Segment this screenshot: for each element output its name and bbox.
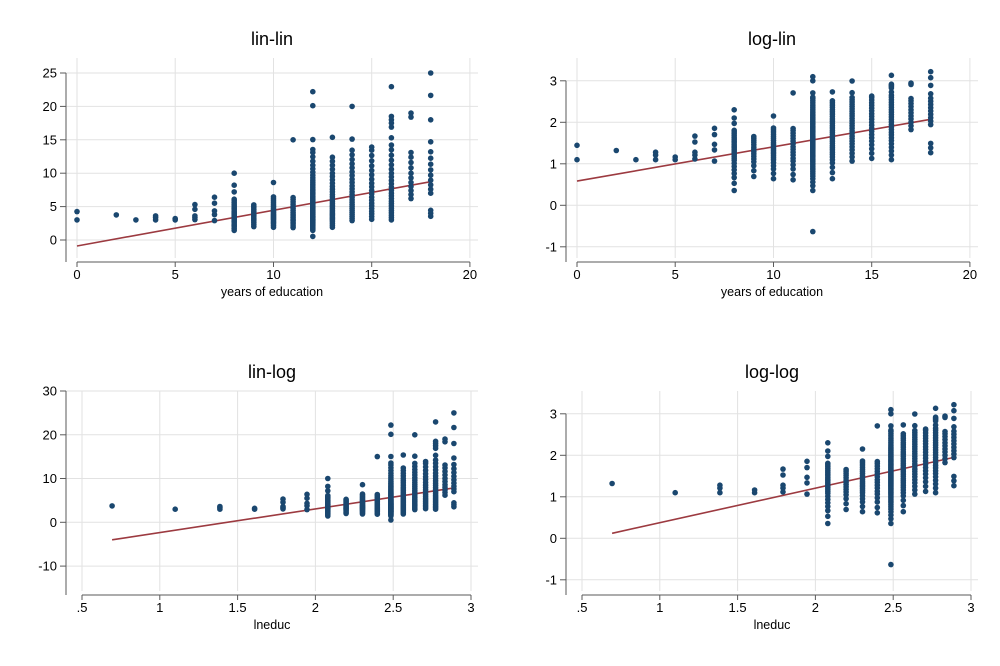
svg-text:10: 10: [266, 267, 280, 282]
x-axis-label: years of education: [220, 285, 324, 299]
svg-text:2: 2: [550, 448, 557, 463]
svg-text:20: 20: [963, 267, 977, 282]
panel-lin-log: .5 1 1.5 2 2.5 3 -10 0 10 20 30 lin-log lneduc: [0, 333, 500, 666]
svg-text:3: 3: [550, 406, 557, 421]
svg-text:15: 15: [43, 132, 57, 147]
panel-title: lin-lin: [250, 29, 293, 49]
svg-text:1.5: 1.5: [729, 600, 747, 615]
scatter-plot-lin-lin: 0 5 10 15 20 0 5 10 15 20 25: [43, 58, 478, 282]
svg-text:-1: -1: [545, 239, 557, 254]
svg-text:-10: -10: [38, 559, 57, 574]
svg-text:3: 3: [467, 600, 474, 615]
panel-title: log-log: [744, 362, 800, 382]
svg-text:20: 20: [43, 427, 57, 442]
svg-text:2: 2: [550, 115, 557, 130]
svg-text:2: 2: [312, 600, 319, 615]
svg-text:1: 1: [550, 156, 557, 171]
svg-text:2.5: 2.5: [884, 600, 902, 615]
svg-text:.5: .5: [77, 600, 88, 615]
panel-title: log-lin: [747, 29, 797, 49]
svg-text:1: 1: [156, 600, 163, 615]
svg-text:0: 0: [573, 267, 580, 282]
svg-text:0: 0: [50, 515, 57, 530]
scatter-plot-lin-log: .5 1 1.5 2 2.5 3 -10 0 10 20 30: [38, 384, 478, 615]
x-axis-label: lneduc: [753, 618, 791, 632]
svg-text:10: 10: [766, 267, 780, 282]
svg-text:2.5: 2.5: [384, 600, 402, 615]
svg-text:3: 3: [967, 600, 974, 615]
svg-text:20: 20: [463, 267, 477, 282]
svg-text:0: 0: [73, 267, 80, 282]
svg-text:3: 3: [550, 73, 557, 88]
panel-log-lin: 0 5 10 15 20 -1 0 1 2 3 log-lin years of educatio…: [500, 0, 1000, 333]
scatter-plot-log-log: .5 1 1.5 2 2.5 3 -1 0 1 2 3: [545, 391, 978, 615]
svg-text:20: 20: [43, 99, 57, 114]
svg-text:30: 30: [43, 384, 57, 399]
panel-log-log: .5 1 1.5 2 2.5 3 -1 0 1 2 3 log-log lneduc: [500, 333, 1000, 666]
svg-text:5: 5: [172, 267, 179, 282]
svg-text:10: 10: [43, 166, 57, 181]
x-axis-label: years of education: [720, 285, 824, 299]
svg-text:10: 10: [43, 471, 57, 486]
panel-title: lin-log: [247, 362, 297, 382]
svg-text:.5: .5: [577, 600, 588, 615]
svg-text:15: 15: [364, 267, 378, 282]
x-axis-label: lneduc: [253, 618, 291, 632]
svg-text:1: 1: [656, 600, 663, 615]
svg-text:0: 0: [550, 198, 557, 213]
svg-text:15: 15: [864, 267, 878, 282]
svg-text:1: 1: [550, 489, 557, 504]
panel-lin-lin: 0 5 10 15 20 0 5 10 15 20 25 lin-lin years of educ…: [0, 0, 500, 333]
svg-text:25: 25: [43, 66, 57, 81]
svg-text:5: 5: [672, 267, 679, 282]
svg-text:-1: -1: [545, 572, 557, 587]
scatter-plot-log-lin: 0 5 10 15 20 -1 0 1 2 3: [545, 58, 978, 282]
svg-text:2: 2: [812, 600, 819, 615]
svg-text:5: 5: [50, 199, 57, 214]
svg-text:0: 0: [550, 531, 557, 546]
svg-text:1.5: 1.5: [229, 600, 247, 615]
svg-text:0: 0: [50, 233, 57, 248]
